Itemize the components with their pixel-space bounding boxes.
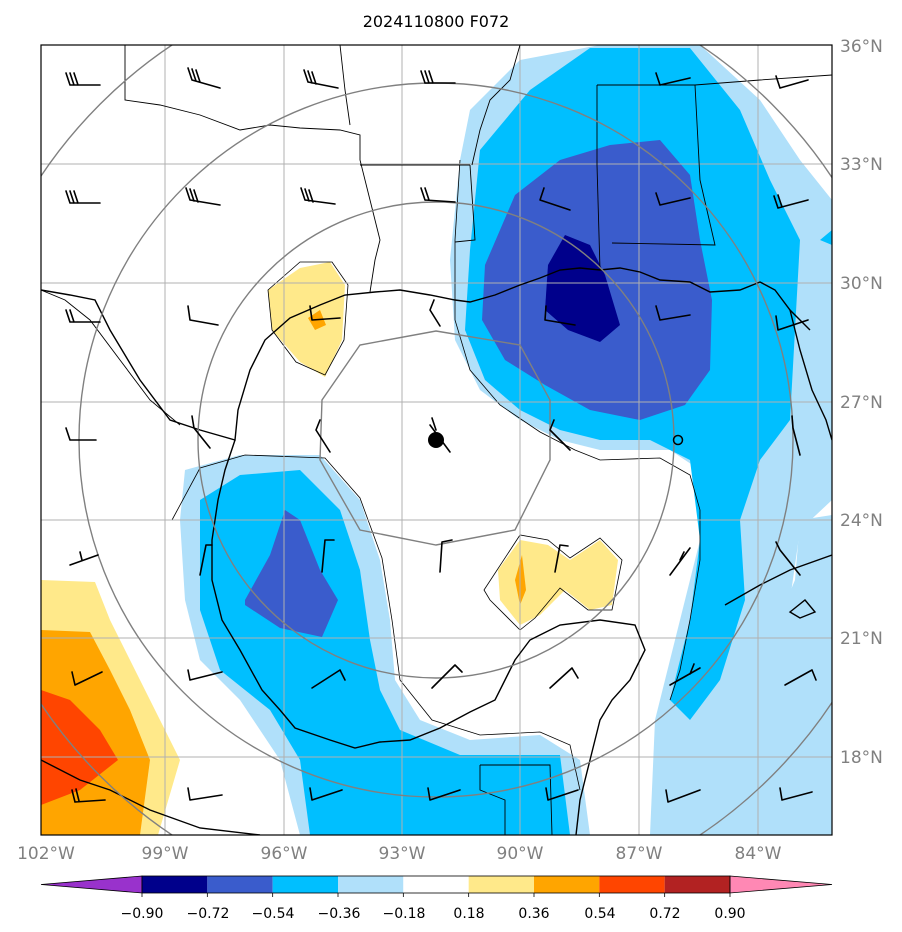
lon-label: 99°W: [142, 844, 189, 864]
region-neg-072-southwest: [245, 510, 338, 637]
lon-label: 90°W: [497, 844, 544, 864]
colorbar-swatch: [272, 876, 338, 893]
lat-label: 18°N: [840, 748, 883, 768]
colorbar-swatch: [599, 876, 665, 893]
region-neg-090-northeast: [545, 235, 620, 342]
colorbar-swatch: [664, 876, 730, 893]
colorbar-tick-label: 0.72: [649, 906, 680, 922]
colorbar: −0.90 −0.72 −0.54 −0.36 −0.18 0.18 0.36 …: [40, 875, 833, 922]
colorbar-tick-label: −0.36: [318, 906, 361, 922]
region-pos-018-texas: [268, 262, 345, 377]
graticule: [41, 45, 832, 835]
lat-label: 33°N: [840, 155, 883, 175]
longitude-labels: 102°W 99°W 96°W 93°W 90°W 87°W 84°W: [17, 844, 782, 864]
colorbar-outline: [141, 875, 731, 894]
colorbar-swatch: [142, 876, 208, 893]
lon-label: 93°W: [379, 844, 426, 864]
colorbar-swatch: [534, 876, 600, 893]
colorbar-swatch: [403, 876, 469, 893]
map-title: 2024110800 F072: [363, 12, 510, 31]
colorbar-extend-low: [40, 875, 143, 894]
colorbar-tick-label: −0.18: [383, 906, 426, 922]
secondary-marker: [672, 434, 684, 446]
region-neg-036-east-strip: [690, 515, 832, 835]
colorbar-extend-high: [729, 875, 833, 894]
colorbar-swatch: [338, 876, 404, 893]
lat-label: 36°N: [840, 37, 883, 57]
lon-label: 87°W: [616, 844, 663, 864]
region-pos-018-gulf: [498, 540, 618, 625]
map-frame: [40, 44, 833, 836]
colorbar-tick-label: −0.54: [252, 906, 295, 922]
colorbar-tick-label: −0.72: [187, 906, 230, 922]
colorbar-tick-label: 0.36: [518, 906, 549, 922]
lat-label: 21°N: [840, 629, 883, 649]
lat-label: 30°N: [840, 274, 883, 294]
lon-label: 84°W: [735, 844, 782, 864]
contour-lines: [171, 159, 701, 791]
lat-label: 24°N: [840, 511, 883, 531]
colorbar-tick-label: −0.90: [121, 906, 164, 922]
coastlines-borders: [41, 45, 832, 835]
lon-label: 96°W: [261, 844, 308, 864]
colorbar-tick-label: 0.18: [453, 906, 484, 922]
storm-center-marker: [428, 432, 444, 448]
lat-label: 27°N: [840, 393, 883, 413]
colorbar-swatch: [207, 876, 273, 893]
lon-label: 102°W: [17, 844, 75, 864]
colorbar-tick-label: 0.90: [714, 906, 745, 922]
wind-barbs: [65, 67, 817, 803]
colorbar-tick-label: 0.54: [584, 906, 615, 922]
latitude-labels: 36°N 33°N 30°N 27°N 24°N 21°N 18°N: [840, 37, 883, 768]
colorbar-swatch: [468, 876, 534, 893]
region-pos-054-mexico: [41, 690, 118, 805]
region-neg-054-east-strip: [820, 230, 832, 245]
